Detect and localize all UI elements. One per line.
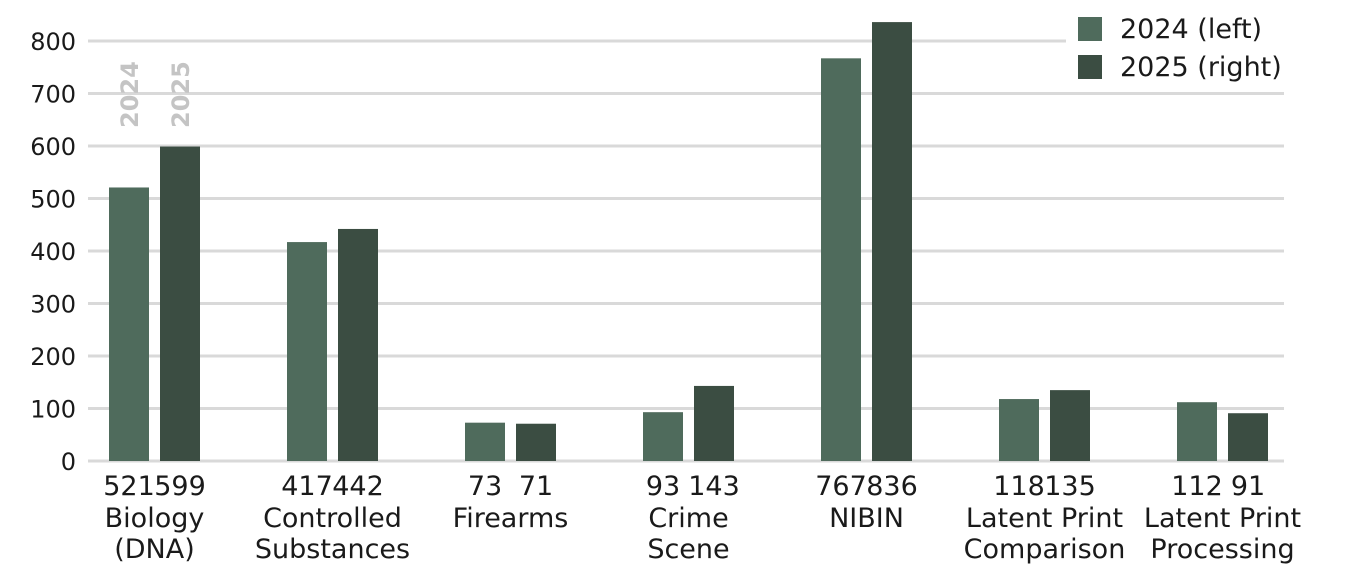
value-labels: 521 599 417 442 73 71 93 143 767 836 118 135 112 91: [103, 471, 1265, 502]
value-label-2025-3: 143: [688, 471, 740, 502]
value-label-2025-0: 599: [154, 471, 206, 502]
category-label-3-line-0: Crime: [648, 503, 728, 534]
category-label-5-line-1: Comparison: [964, 534, 1126, 565]
value-label-2025-2: 71: [519, 471, 553, 502]
bar-2024-6: [1177, 402, 1217, 461]
bar-2025-5: [1050, 390, 1090, 461]
category-label-5-line-0: Latent Print: [966, 503, 1123, 534]
legend-swatch-2024: [1078, 17, 1102, 41]
value-label-2025-5: 135: [1044, 471, 1096, 502]
category-label-4-line-0: NIBIN: [829, 503, 904, 534]
category-label-1-line-1: Substances: [255, 534, 410, 565]
bar-2025-2: [516, 423, 556, 461]
y-tick-label-700: 700: [30, 81, 76, 109]
category-label-3-line-1: Scene: [647, 534, 729, 565]
legend-background: [1066, 0, 1346, 88]
legend: 2024 (left) 2025 (right): [1066, 0, 1346, 88]
gridlines: [88, 39, 1284, 463]
bar-2024-4: [821, 58, 861, 461]
y-tick-label-800: 800: [30, 28, 76, 56]
bar-2024-1: [287, 242, 327, 461]
series-year-labels: 2024 2025: [116, 61, 195, 128]
value-label-2024-3: 93: [646, 471, 680, 502]
value-label-2024-2: 73: [468, 471, 502, 502]
bar-2025-0: [160, 146, 200, 461]
series-year-label-2024: 2024: [116, 61, 144, 128]
bar-2025-3: [694, 385, 734, 461]
y-axis-ticks: 0 100 200 300 400 500 600 700 800: [30, 28, 76, 476]
bar-2024-5: [999, 399, 1039, 461]
value-label-2024-0: 521: [103, 471, 155, 502]
category-label-0-line-1: (DNA): [114, 534, 195, 565]
value-label-2024-6: 112: [1171, 471, 1223, 502]
legend-label-2024: 2024 (left): [1120, 14, 1262, 45]
bar-2025-1: [338, 228, 378, 461]
bar-2024-2: [465, 422, 505, 461]
bar-2024-0: [109, 187, 149, 461]
y-tick-label-0: 0: [61, 448, 76, 476]
value-label-2024-1: 417: [281, 471, 333, 502]
y-tick-label-500: 500: [30, 186, 76, 214]
y-tick-label-200: 200: [30, 343, 76, 371]
bar-2025-4: [872, 22, 912, 461]
category-label-2-line-0: Firearms: [453, 503, 569, 534]
category-label-6-line-0: Latent Print: [1144, 503, 1301, 534]
bars: [109, 22, 1268, 461]
legend-label-2025: 2025 (right): [1120, 52, 1282, 83]
y-tick-label-400: 400: [30, 238, 76, 266]
value-label-2024-4: 767: [815, 471, 867, 502]
y-tick-label-600: 600: [30, 133, 76, 161]
category-label-0-line-0: Biology: [105, 503, 205, 534]
value-label-2025-6: 91: [1231, 471, 1265, 502]
value-label-2025-1: 442: [332, 471, 384, 502]
y-tick-label-100: 100: [30, 396, 76, 424]
legend-swatch-2025: [1078, 55, 1102, 79]
y-tick-label-300: 300: [30, 291, 76, 319]
category-label-1-line-0: Controlled: [263, 503, 402, 534]
category-label-6-line-1: Processing: [1150, 534, 1294, 565]
value-label-2025-4: 836: [866, 471, 918, 502]
bar-2024-3: [643, 412, 683, 461]
value-label-2024-5: 118: [993, 471, 1045, 502]
bar-2025-6: [1228, 413, 1268, 461]
series-year-label-2025: 2025: [167, 61, 195, 128]
